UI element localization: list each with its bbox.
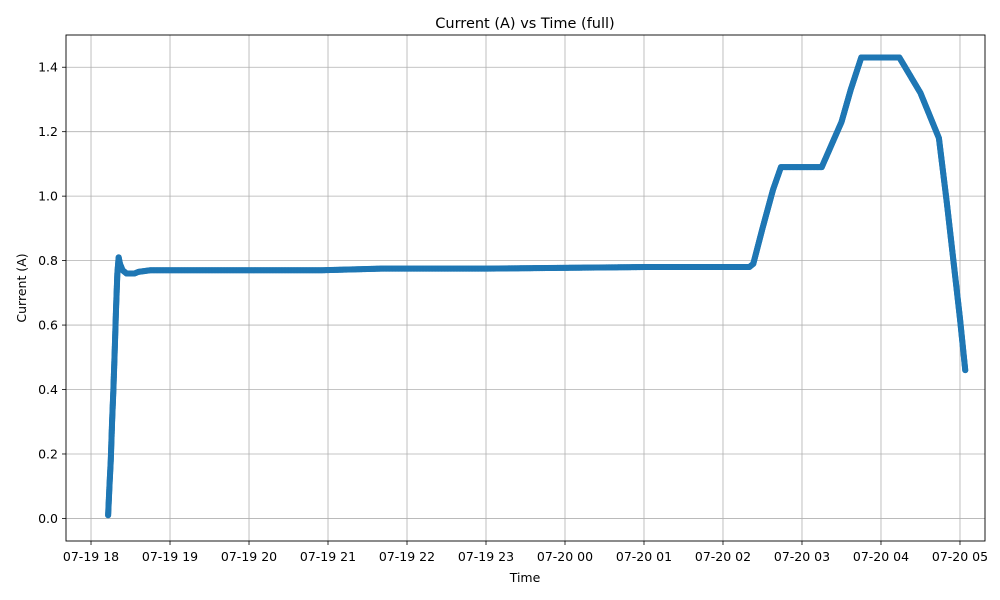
y-tick-label: 1.0 (38, 189, 58, 204)
data-point (962, 367, 969, 374)
y-tick-label: 1.4 (38, 60, 58, 75)
y-tick-label: 0.0 (38, 511, 58, 526)
x-axis-label: Time (509, 570, 541, 585)
grid (66, 35, 985, 541)
x-tick-label: 07-20 04 (853, 549, 909, 564)
x-tick-label: 07-20 03 (774, 549, 830, 564)
x-tick-label: 07-19 21 (300, 549, 356, 564)
x-tick-label: 07-20 05 (932, 549, 988, 564)
data-series (105, 54, 969, 519)
x-tick-label: 07-20 00 (537, 549, 593, 564)
x-tick-label: 07-19 18 (63, 549, 119, 564)
y-tick-label: 0.4 (38, 382, 58, 397)
y-axis-label: Current (A) (14, 253, 29, 322)
x-tick-label: 07-19 20 (221, 549, 277, 564)
plot-frame (65, 34, 986, 542)
y-axis: 0.0 0.2 0.4 0.6 0.8 1.0 1.2 1.4 (38, 60, 66, 526)
x-tick-label: 07-19 22 (379, 549, 435, 564)
x-axis: 07-19 18 07-19 19 07-19 20 07-19 21 07-19 22… (63, 541, 988, 564)
x-tick-label: 07-20 02 (695, 549, 751, 564)
chart-title: Current (A) vs Time (full) (435, 16, 614, 32)
x-tick-label: 07-19 19 (142, 549, 198, 564)
x-tick-label: 07-20 01 (616, 549, 672, 564)
y-tick-label: 0.8 (38, 253, 58, 268)
x-tick-label: 07-19 23 (458, 549, 514, 564)
y-tick-label: 0.6 (38, 318, 58, 333)
y-tick-label: 0.2 (38, 446, 58, 461)
y-tick-label: 1.2 (38, 124, 58, 139)
